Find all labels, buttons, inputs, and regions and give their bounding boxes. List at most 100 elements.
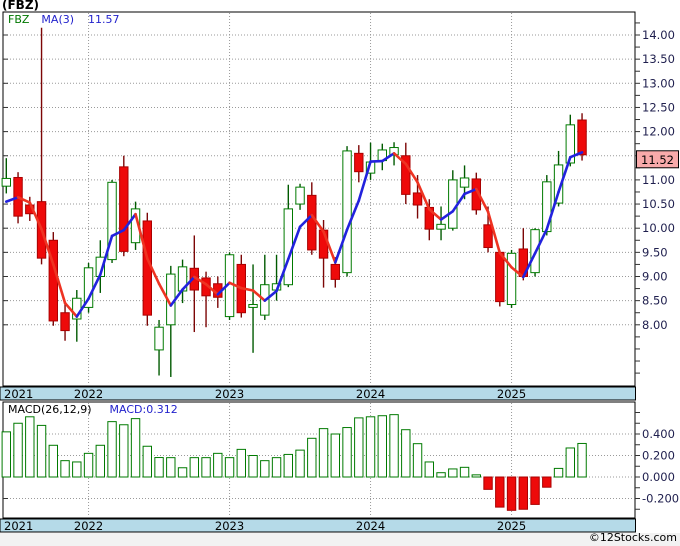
macd-bar (213, 452, 223, 478)
price-axis-label: 10.00 (642, 221, 675, 235)
candle-body (330, 263, 341, 280)
ma-line-segment (75, 297, 90, 318)
macd-bar (459, 466, 470, 478)
price-axis-label: 9.50 (642, 245, 668, 259)
macd-bar (283, 453, 294, 478)
ma-line-segment (28, 201, 43, 231)
macd-bar (166, 457, 176, 478)
price-axis-label: 14.00 (642, 28, 675, 42)
ma-line-segment (298, 213, 314, 229)
legend-ma-label: MA(3) (41, 13, 75, 26)
year-label: 2024 (356, 519, 385, 533)
candle-body (295, 186, 305, 205)
price-panel[interactable] (2, 11, 636, 387)
bottom-strip (0, 533, 680, 546)
ma-line-segment (63, 301, 79, 318)
ma-line-segment (545, 190, 560, 231)
macd-bar (377, 415, 388, 478)
macd-bar (295, 449, 305, 478)
ma-line-segment (322, 230, 337, 264)
candle-body (506, 252, 517, 306)
macd-axis-label: -0.200 (642, 492, 679, 506)
macd-bar (401, 429, 411, 478)
macd-bar (553, 467, 564, 478)
candle-body (154, 326, 164, 351)
legend-ma-value: 11.57 (88, 13, 120, 26)
ma-line-segment (498, 251, 513, 269)
ma-line-segment (193, 275, 208, 286)
macd-bar (248, 455, 258, 478)
macd-value-label: MACD:0.312 (109, 403, 178, 416)
legend-symbol: FBZ (8, 13, 30, 26)
price-axis-label: 9.00 (642, 270, 668, 284)
ma-line-segment (345, 199, 361, 231)
macd-bar (189, 457, 200, 478)
price-axis-label: 12.50 (642, 100, 675, 114)
macd-bar (177, 467, 188, 478)
macd-bar (107, 421, 117, 478)
macd-bar (119, 424, 129, 478)
ma-line-segment (251, 289, 267, 302)
candle-body (342, 150, 352, 274)
year-label: 2021 (4, 387, 33, 401)
candle-body (248, 304, 258, 308)
candle-body (412, 192, 423, 206)
macd-bar (95, 444, 105, 478)
ma-line-segment (240, 286, 255, 292)
watermark-link[interactable]: ©12Stocks.com (588, 531, 677, 544)
macd-bar (130, 418, 141, 478)
ma-line-segment (463, 187, 478, 196)
price-axis-label: 11.00 (642, 173, 675, 187)
price-axis-label: 8.00 (642, 318, 668, 332)
macd-axis-label: 0.200 (642, 449, 675, 463)
macd-bar (260, 460, 270, 478)
macd-bar (318, 428, 329, 478)
candle-body (401, 155, 411, 195)
macd-bar (471, 474, 482, 478)
ma-line-segment (87, 273, 102, 301)
macd-bar (565, 447, 575, 478)
year-label: 2022 (74, 387, 103, 401)
candle-body (577, 119, 587, 156)
macd-bar (142, 445, 153, 478)
ma-line-segment (40, 227, 55, 266)
macd-bar (330, 433, 341, 478)
macd-bar (307, 437, 317, 478)
macd-bar (13, 422, 23, 478)
macd-bar (389, 414, 399, 478)
ma-line-segment (451, 192, 466, 213)
price-axis-label: 8.50 (642, 294, 668, 308)
macd-bar (48, 444, 58, 478)
price-axis-label: 12.00 (642, 125, 675, 139)
ma-line-segment (392, 152, 408, 166)
ma-line-segment (228, 281, 243, 290)
macd-bar (201, 457, 211, 478)
candle-body (354, 152, 364, 173)
price-axis-label: 13.50 (642, 52, 675, 66)
ma-line-segment (474, 187, 490, 214)
macd-bar (412, 443, 423, 478)
macd-bar (236, 448, 247, 478)
candle-body (142, 220, 153, 316)
ma-line-segment (510, 266, 525, 279)
macd-bar (506, 476, 517, 511)
ma-line-segment (134, 212, 149, 260)
candle-body (495, 251, 505, 303)
ma-line-segment (310, 213, 325, 233)
candle-body (565, 124, 575, 164)
macd-bar (530, 476, 540, 505)
ma-line-segment (568, 151, 584, 159)
candle-body (459, 177, 470, 188)
ma-line-segment (16, 195, 32, 204)
macd-bar (354, 417, 364, 478)
macd-bar (577, 442, 587, 478)
macd-bar (60, 460, 70, 478)
macd-bar (25, 416, 35, 478)
chart-legend: FBZ MA(3) 11.57 (8, 13, 120, 26)
macd-axis-label: 0.000 (642, 470, 675, 484)
page-title: (FBZ) (2, 0, 40, 12)
ma-line-segment (286, 225, 302, 261)
ma-line-segment (216, 281, 231, 296)
